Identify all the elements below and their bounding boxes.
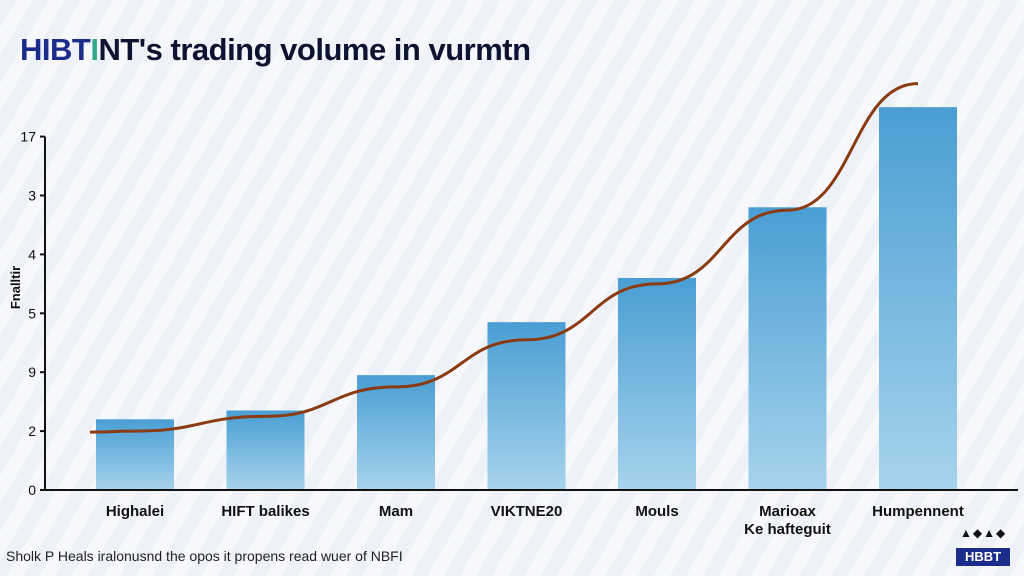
y-tick-label: 0 — [28, 482, 36, 498]
bar-6 — [879, 107, 957, 491]
y-tick-label: 5 — [28, 305, 36, 321]
x-tick-label: Marioax — [759, 503, 816, 520]
y-tick-label: 2 — [28, 423, 36, 439]
title-brand: HIBT — [20, 32, 91, 67]
bar-2 — [357, 375, 435, 490]
x-tick-label: Mam — [379, 503, 413, 520]
hibt-logo: ▲◆▲◆ HBBT — [954, 526, 1012, 566]
caption: Sholk P Heals iralonusnd the opos it pro… — [6, 548, 403, 564]
y-tick-label: 3 — [28, 188, 36, 204]
x-tick-label: Ke hafteguit — [744, 521, 831, 538]
bar-5 — [748, 207, 827, 490]
logo-text: HBBT — [956, 548, 1010, 566]
y-tick-label: 17 — [20, 129, 36, 145]
y-tick-label: 4 — [28, 246, 36, 262]
title-brand-accent: I — [90, 32, 99, 67]
trend-line — [89, 82, 919, 434]
x-tick-label: HIFT balikes — [221, 503, 309, 520]
bar-3 — [487, 322, 566, 490]
x-tick-label: VIKTNE20 — [491, 503, 563, 520]
x-tick-label: Highalei — [106, 503, 164, 520]
y-tick-label: 9 — [28, 364, 36, 380]
x-tick-label: Mouls — [635, 503, 678, 520]
chart-title: HIBTINT's trading volume in vurmtn — [20, 32, 531, 68]
x-tick-label: Humpennent — [872, 503, 964, 520]
bar-4 — [618, 277, 696, 490]
bar-1 — [226, 410, 305, 490]
logo-mark-icon: ▲◆▲◆ — [960, 526, 1007, 540]
title-text: NT's trading volume in vurmtn — [98, 32, 531, 67]
y-axis-label: Fnalltir — [8, 265, 24, 310]
